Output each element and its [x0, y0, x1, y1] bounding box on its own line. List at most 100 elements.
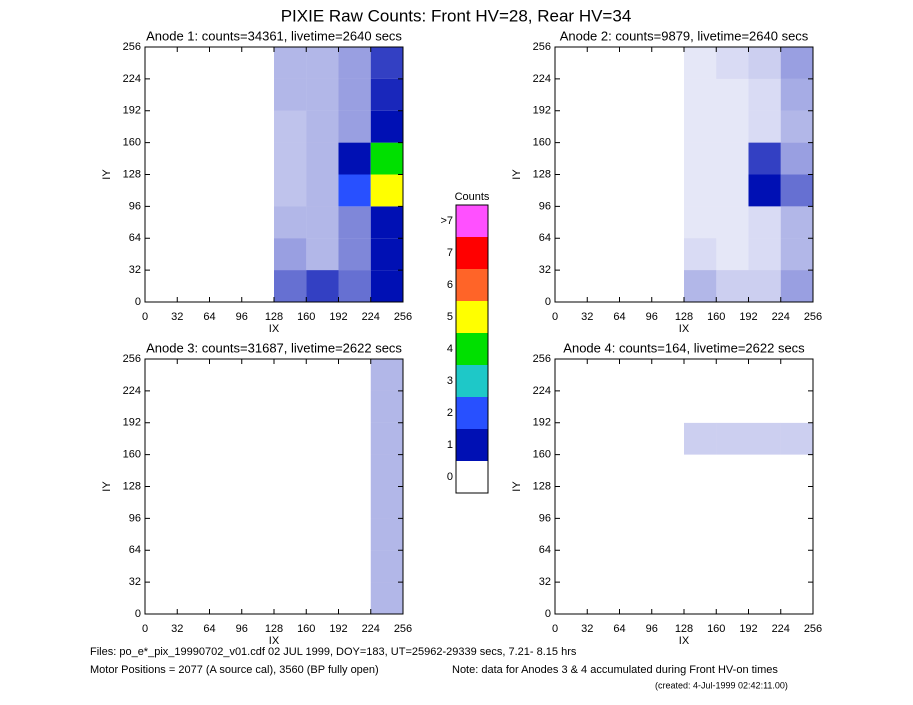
- heatmap-cell: [241, 110, 274, 143]
- heatmap-cell: [619, 270, 652, 302]
- heatmap-cell: [619, 110, 652, 143]
- heatmap-cell: [145, 486, 178, 519]
- x-tick-label: 160: [297, 623, 315, 635]
- heatmap-cell: [306, 454, 339, 487]
- heatmap-cell: [651, 174, 684, 207]
- heatmap-cell: [684, 110, 717, 143]
- heatmap-cell: [684, 238, 717, 271]
- heatmap-cell: [619, 582, 652, 614]
- heatmap-cell: [716, 486, 749, 519]
- footer-motor: Motor Positions = 2077 (A source cal), 3…: [90, 664, 379, 676]
- heatmap-cell: [177, 142, 210, 175]
- heatmap-cell: [177, 582, 210, 614]
- heatmap-cell: [555, 454, 588, 487]
- heatmap-cell: [370, 390, 403, 423]
- heatmap-cell: [684, 47, 717, 79]
- y-tick-label: 224: [123, 73, 141, 85]
- heatmap-cell: [651, 422, 684, 455]
- x-tick-label: 192: [329, 623, 347, 635]
- heatmap-cell: [274, 270, 307, 302]
- heatmap-cell: [684, 78, 717, 111]
- heatmap-cell: [651, 359, 684, 391]
- heatmap-cell: [306, 78, 339, 111]
- colorbar-label: 3: [447, 375, 453, 387]
- y-axis-label: IY: [101, 169, 113, 180]
- colorbar-swatch: [456, 365, 488, 397]
- heatmap-cell: [338, 174, 371, 207]
- heatmap-cell: [651, 550, 684, 583]
- heatmap-cell: [209, 454, 242, 487]
- heatmap-cell: [241, 359, 274, 391]
- panel-title: Anode 3: counts=31687, livetime=2622 sec…: [146, 340, 402, 355]
- colorbar-label: 0: [447, 471, 453, 483]
- heatmap-cell: [209, 550, 242, 583]
- y-tick-label: 32: [129, 264, 141, 276]
- x-tick-label: 64: [613, 311, 625, 323]
- heatmap-cell: [780, 206, 813, 239]
- heatmap-cell: [651, 582, 684, 614]
- heatmap-cell: [748, 47, 781, 79]
- heatmap-cell: [716, 78, 749, 111]
- heatmap-cell: [684, 359, 717, 391]
- heatmap-cell: [780, 238, 813, 271]
- heatmap-cell: [748, 422, 781, 455]
- y-tick-label: 256: [123, 353, 141, 365]
- x-tick-label: 0: [142, 623, 148, 635]
- heatmap-cell: [209, 47, 242, 79]
- colorbar-swatch: [456, 301, 488, 333]
- heatmap-cell: [370, 422, 403, 455]
- colorbar-label: 7: [447, 247, 453, 259]
- heatmap-cell: [274, 390, 307, 423]
- colorbar-frame: [455, 204, 489, 494]
- heatmap-cell: [274, 454, 307, 487]
- y-tick-label: 128: [123, 168, 141, 180]
- heatmap-cell: [274, 142, 307, 175]
- heatmap-cell: [338, 486, 371, 519]
- x-tick-label: 256: [804, 623, 822, 635]
- heatmap-cell: [241, 486, 274, 519]
- heatmap-cell: [716, 110, 749, 143]
- heatmap-cell: [338, 582, 371, 614]
- heatmap-cell: [651, 270, 684, 302]
- heatmap-cell: [748, 550, 781, 583]
- heatmap-cell: [241, 454, 274, 487]
- y-tick-label: 160: [533, 137, 551, 149]
- footer-note: Note: data for Anodes 3 & 4 accumulated …: [452, 664, 778, 676]
- heatmap-cell: [241, 582, 274, 614]
- x-tick-label: 128: [675, 311, 693, 323]
- heatmap-cell: [748, 486, 781, 519]
- x-tick-label: 224: [772, 623, 790, 635]
- y-tick-label: 224: [123, 385, 141, 397]
- heatmap-cell: [338, 270, 371, 302]
- heatmap-cell: [651, 78, 684, 111]
- heatmap-cell: [241, 518, 274, 551]
- y-tick-label: 0: [545, 296, 551, 308]
- heatmap-cell: [587, 390, 620, 423]
- heatmap-cell: [684, 454, 717, 487]
- x-tick-label: 0: [552, 311, 558, 323]
- y-axis-label: IY: [511, 169, 523, 180]
- heatmap-cell: [177, 206, 210, 239]
- y-tick-label: 32: [539, 576, 551, 588]
- colorbar-swatch: [456, 237, 488, 269]
- heatmap-cell: [306, 238, 339, 271]
- x-tick-label: 224: [362, 623, 380, 635]
- heatmap-cell: [587, 454, 620, 487]
- y-tick-label: 224: [533, 385, 551, 397]
- heatmap-cell: [619, 142, 652, 175]
- heatmap-cell: [145, 110, 178, 143]
- heatmap-cell: [306, 206, 339, 239]
- heatmap-cell: [338, 390, 371, 423]
- heatmap-cell: [370, 518, 403, 551]
- heatmap-cell: [716, 454, 749, 487]
- heatmap-cell: [651, 142, 684, 175]
- y-tick-label: 96: [129, 512, 141, 524]
- heatmap-cell: [306, 390, 339, 423]
- colorbar-label: 6: [447, 279, 453, 291]
- heatmap-cell: [306, 142, 339, 175]
- heatmap-cell: [209, 518, 242, 551]
- heatmap-cell: [145, 390, 178, 423]
- footer-files: Files: po_e*_pix_19990702_v01.cdf 02 JUL…: [90, 646, 577, 658]
- heatmap-cell: [370, 486, 403, 519]
- heatmap-cell: [177, 47, 210, 79]
